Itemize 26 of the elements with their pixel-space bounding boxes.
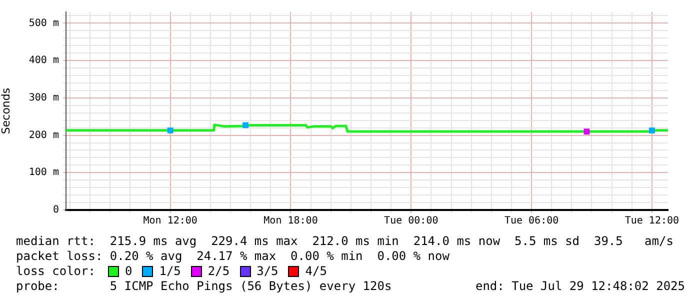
legend-label: 2/5 bbox=[208, 264, 230, 279]
text: median rtt: 215.9 ms avg 229.4 ms max 212.0 ms min 214.0 ms now 5.5 ms sd 39.5 am/s bbox=[16, 234, 674, 249]
legend-label: 4/5 bbox=[305, 264, 327, 279]
point bbox=[167, 127, 174, 134]
y-tick-label: 400 m bbox=[28, 55, 59, 66]
text: probe: 5 ICMP Echo Pings (56 Bytes) every 120s bbox=[16, 279, 392, 293]
y-axis-title: Seconds bbox=[0, 88, 12, 134]
legend-label: 0 bbox=[125, 264, 132, 279]
y-tick-label: 0 bbox=[52, 204, 59, 216]
y-tick-label: 300 m bbox=[28, 92, 59, 104]
point bbox=[584, 128, 590, 135]
y-tick-label: 200 m bbox=[28, 130, 59, 141]
point bbox=[242, 122, 249, 128]
x-tick-label: Mon 12:00 bbox=[143, 216, 198, 227]
legend-label: 1/5 bbox=[159, 264, 181, 279]
legend-title: loss color: bbox=[16, 264, 96, 279]
text: end: Tue Jul 29 12:48:02 2025 bbox=[475, 279, 685, 294]
y-tick-label: 500 m bbox=[28, 18, 59, 29]
x-tick-label: Tue 06:00 bbox=[504, 216, 559, 227]
x-tick-label: Tue 00:00 bbox=[384, 216, 438, 227]
x-tick-label: Mon 18:00 bbox=[264, 216, 318, 227]
text: packet loss: 0.20 % avg 24.17 % max 0.00 % min 0.00 % now bbox=[16, 249, 450, 264]
legend-label: 3/5 bbox=[256, 264, 278, 279]
x-tick-label: Tue 12:00 bbox=[624, 216, 680, 227]
y-tick-label: 100 m bbox=[28, 167, 59, 178]
point bbox=[648, 127, 655, 134]
